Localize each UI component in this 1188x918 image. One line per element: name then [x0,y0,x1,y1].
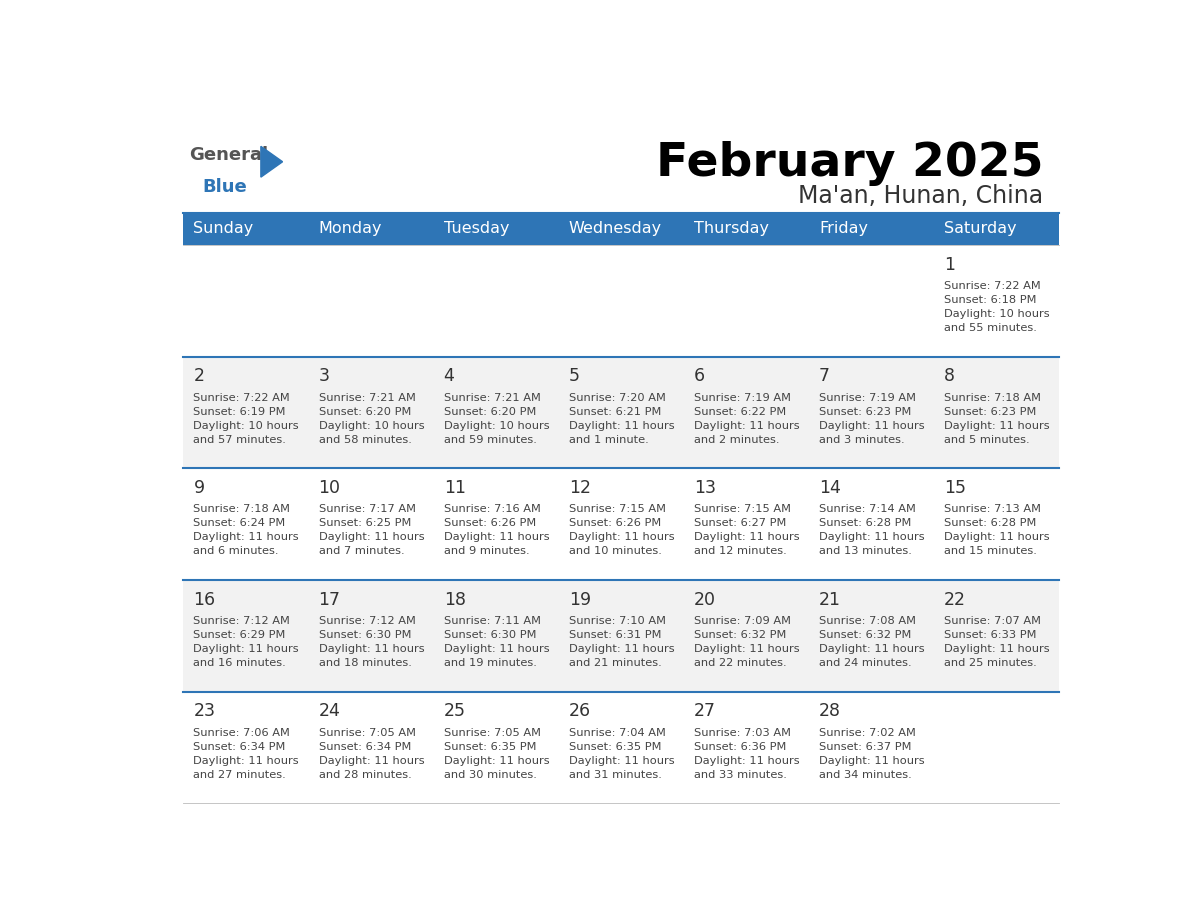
Bar [183,245,1060,356]
Text: Sunrise: 7:16 AM
Sunset: 6:26 PM
Daylight: 11 hours
and 9 minutes.: Sunrise: 7:16 AM Sunset: 6:26 PM Dayligh… [443,504,549,556]
Text: 1: 1 [944,256,955,274]
Text: 14: 14 [819,479,841,497]
Text: Sunrise: 7:13 AM
Sunset: 6:28 PM
Daylight: 11 hours
and 15 minutes.: Sunrise: 7:13 AM Sunset: 6:28 PM Dayligh… [944,504,1050,556]
Text: Sunrise: 7:07 AM
Sunset: 6:33 PM
Daylight: 11 hours
and 25 minutes.: Sunrise: 7:07 AM Sunset: 6:33 PM Dayligh… [944,616,1050,668]
Text: 19: 19 [569,590,590,609]
Bar [183,468,1060,580]
Text: Sunrise: 7:18 AM
Sunset: 6:24 PM
Daylight: 11 hours
and 6 minutes.: Sunrise: 7:18 AM Sunset: 6:24 PM Dayligh… [194,504,299,556]
Text: Sunrise: 7:06 AM
Sunset: 6:34 PM
Daylight: 11 hours
and 27 minutes.: Sunrise: 7:06 AM Sunset: 6:34 PM Dayligh… [194,728,299,779]
Bar [183,580,1060,691]
Text: Sunrise: 7:22 AM
Sunset: 6:19 PM
Daylight: 10 hours
and 57 minutes.: Sunrise: 7:22 AM Sunset: 6:19 PM Dayligh… [194,393,299,444]
Text: 23: 23 [194,702,215,721]
Text: 8: 8 [944,367,955,386]
Text: 25: 25 [443,702,466,721]
Text: Sunrise: 7:11 AM
Sunset: 6:30 PM
Daylight: 11 hours
and 19 minutes.: Sunrise: 7:11 AM Sunset: 6:30 PM Dayligh… [443,616,549,668]
Text: Sunrise: 7:10 AM
Sunset: 6:31 PM
Daylight: 11 hours
and 21 minutes.: Sunrise: 7:10 AM Sunset: 6:31 PM Dayligh… [569,616,675,668]
Text: Sunrise: 7:20 AM
Sunset: 6:21 PM
Daylight: 11 hours
and 1 minute.: Sunrise: 7:20 AM Sunset: 6:21 PM Dayligh… [569,393,675,444]
Text: Sunrise: 7:09 AM
Sunset: 6:32 PM
Daylight: 11 hours
and 22 minutes.: Sunrise: 7:09 AM Sunset: 6:32 PM Dayligh… [694,616,800,668]
Text: Monday: Monday [318,221,383,236]
Text: 13: 13 [694,479,716,497]
Text: Wednesday: Wednesday [569,221,662,236]
Text: 21: 21 [819,590,841,609]
Bar [183,691,1060,803]
Text: Tuesday: Tuesday [443,221,510,236]
Text: Sunrise: 7:18 AM
Sunset: 6:23 PM
Daylight: 11 hours
and 5 minutes.: Sunrise: 7:18 AM Sunset: 6:23 PM Dayligh… [944,393,1050,444]
Text: Sunrise: 7:14 AM
Sunset: 6:28 PM
Daylight: 11 hours
and 13 minutes.: Sunrise: 7:14 AM Sunset: 6:28 PM Dayligh… [819,504,924,556]
Text: Saturday: Saturday [944,221,1017,236]
Text: 16: 16 [194,590,215,609]
Text: Thursday: Thursday [694,221,769,236]
Text: Sunrise: 7:05 AM
Sunset: 6:34 PM
Daylight: 11 hours
and 28 minutes.: Sunrise: 7:05 AM Sunset: 6:34 PM Dayligh… [318,728,424,779]
Text: 26: 26 [569,702,590,721]
Text: Sunrise: 7:21 AM
Sunset: 6:20 PM
Daylight: 10 hours
and 59 minutes.: Sunrise: 7:21 AM Sunset: 6:20 PM Dayligh… [443,393,549,444]
Text: 15: 15 [944,479,966,497]
Text: Sunrise: 7:03 AM
Sunset: 6:36 PM
Daylight: 11 hours
and 33 minutes.: Sunrise: 7:03 AM Sunset: 6:36 PM Dayligh… [694,728,800,779]
Text: Sunrise: 7:04 AM
Sunset: 6:35 PM
Daylight: 11 hours
and 31 minutes.: Sunrise: 7:04 AM Sunset: 6:35 PM Dayligh… [569,728,675,779]
Polygon shape [261,146,283,177]
Text: 4: 4 [443,367,455,386]
Text: Sunday: Sunday [194,221,254,236]
Text: 6: 6 [694,367,704,386]
Text: Ma'an, Hunan, China: Ma'an, Hunan, China [798,185,1043,208]
Text: General: General [189,146,268,163]
Text: 20: 20 [694,590,716,609]
Text: 5: 5 [569,367,580,386]
Text: Sunrise: 7:22 AM
Sunset: 6:18 PM
Daylight: 10 hours
and 55 minutes.: Sunrise: 7:22 AM Sunset: 6:18 PM Dayligh… [944,281,1050,333]
Text: 7: 7 [819,367,830,386]
Text: 28: 28 [819,702,841,721]
Text: Friday: Friday [819,221,868,236]
Text: 10: 10 [318,479,341,497]
Text: 12: 12 [569,479,590,497]
Bar [183,213,1060,245]
Text: 11: 11 [443,479,466,497]
Text: Sunrise: 7:15 AM
Sunset: 6:26 PM
Daylight: 11 hours
and 10 minutes.: Sunrise: 7:15 AM Sunset: 6:26 PM Dayligh… [569,504,675,556]
Text: Sunrise: 7:17 AM
Sunset: 6:25 PM
Daylight: 11 hours
and 7 minutes.: Sunrise: 7:17 AM Sunset: 6:25 PM Dayligh… [318,504,424,556]
Text: 22: 22 [944,590,966,609]
Text: Sunrise: 7:19 AM
Sunset: 6:23 PM
Daylight: 11 hours
and 3 minutes.: Sunrise: 7:19 AM Sunset: 6:23 PM Dayligh… [819,393,924,444]
Text: Sunrise: 7:08 AM
Sunset: 6:32 PM
Daylight: 11 hours
and 24 minutes.: Sunrise: 7:08 AM Sunset: 6:32 PM Dayligh… [819,616,924,668]
Bar [183,356,1060,468]
Text: 27: 27 [694,702,716,721]
Text: February 2025: February 2025 [656,141,1043,186]
Text: Sunrise: 7:21 AM
Sunset: 6:20 PM
Daylight: 10 hours
and 58 minutes.: Sunrise: 7:21 AM Sunset: 6:20 PM Dayligh… [318,393,424,444]
Text: 2: 2 [194,367,204,386]
Text: Sunrise: 7:19 AM
Sunset: 6:22 PM
Daylight: 11 hours
and 2 minutes.: Sunrise: 7:19 AM Sunset: 6:22 PM Dayligh… [694,393,800,444]
Text: Sunrise: 7:02 AM
Sunset: 6:37 PM
Daylight: 11 hours
and 34 minutes.: Sunrise: 7:02 AM Sunset: 6:37 PM Dayligh… [819,728,924,779]
Text: Blue: Blue [203,178,247,196]
Text: Sunrise: 7:12 AM
Sunset: 6:29 PM
Daylight: 11 hours
and 16 minutes.: Sunrise: 7:12 AM Sunset: 6:29 PM Dayligh… [194,616,299,668]
Text: Sunrise: 7:12 AM
Sunset: 6:30 PM
Daylight: 11 hours
and 18 minutes.: Sunrise: 7:12 AM Sunset: 6:30 PM Dayligh… [318,616,424,668]
Text: Sunrise: 7:15 AM
Sunset: 6:27 PM
Daylight: 11 hours
and 12 minutes.: Sunrise: 7:15 AM Sunset: 6:27 PM Dayligh… [694,504,800,556]
Text: 9: 9 [194,479,204,497]
Text: 17: 17 [318,590,341,609]
Text: 18: 18 [443,590,466,609]
Text: Sunrise: 7:05 AM
Sunset: 6:35 PM
Daylight: 11 hours
and 30 minutes.: Sunrise: 7:05 AM Sunset: 6:35 PM Dayligh… [443,728,549,779]
Text: 3: 3 [318,367,329,386]
Text: 24: 24 [318,702,341,721]
